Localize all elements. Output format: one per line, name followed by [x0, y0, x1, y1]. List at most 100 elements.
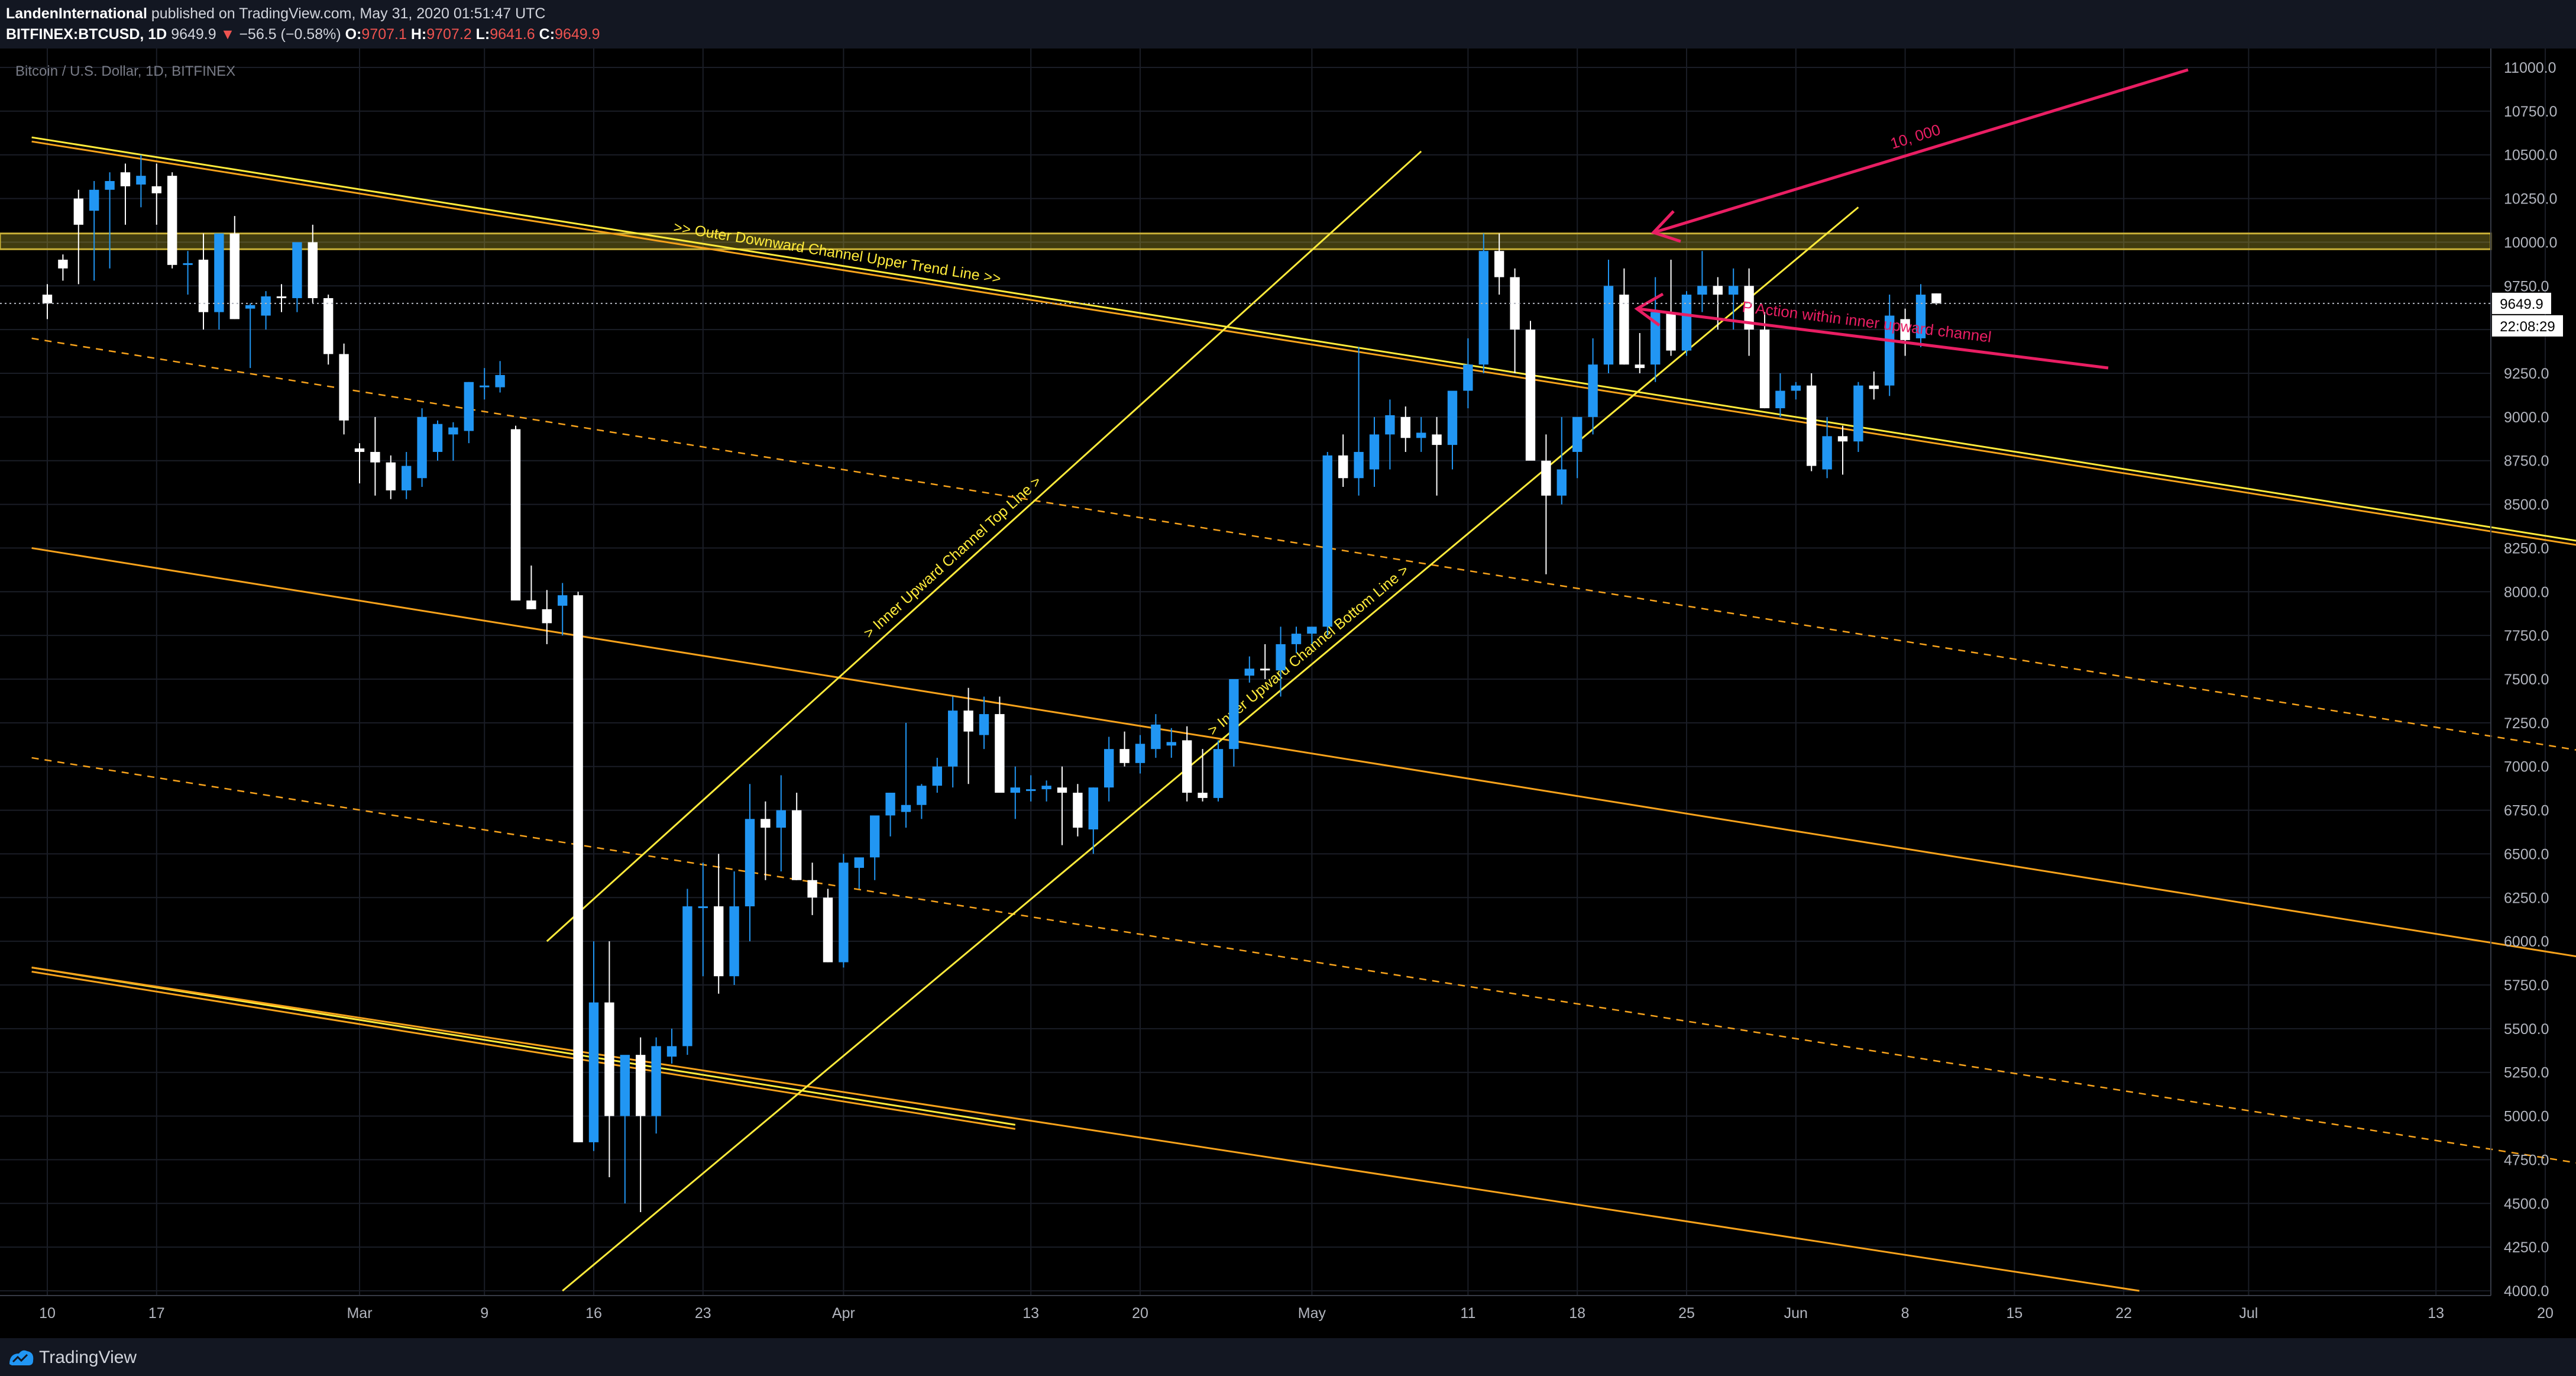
candle-body: [1822, 436, 1832, 470]
candle-body: [1322, 455, 1332, 627]
price-tick-label: 9000.0: [2504, 409, 2549, 426]
time-axis[interactable]: 10 17 Mar 9 16 23 Apr 13 20 May 11 18 25 Jun 8 15 22 Jul 1…: [0, 1295, 2576, 1322]
time-tick-label: Jun: [1784, 1305, 1808, 1322]
candle-body: [1276, 644, 1286, 671]
price-tick-label: 7000.0: [2504, 759, 2549, 776]
price-chart[interactable]: >> Outer Downward Channel Upper Trend Li…: [0, 49, 2576, 1338]
tradingview-brand[interactable]: TradingView: [39, 1348, 137, 1367]
candle-body: [1229, 679, 1239, 750]
price-tick-label: 7250.0: [2504, 715, 2549, 732]
candle-body: [682, 906, 692, 1046]
candle: [495, 361, 505, 393]
candle-body: [105, 181, 115, 190]
candle-body: [1010, 787, 1020, 793]
candle: [1837, 425, 1848, 475]
last-price-tag: [2492, 292, 2551, 314]
candle-body: [1026, 789, 1036, 792]
time-tick-label: 10: [39, 1305, 56, 1322]
candle-body: [839, 863, 849, 962]
candle: [245, 303, 255, 369]
candle-body: [1478, 251, 1488, 365]
candle: [901, 722, 911, 828]
candle-body: [1135, 744, 1145, 763]
candle-body: [89, 189, 99, 211]
candle-body: [1853, 385, 1863, 442]
candle: [292, 242, 302, 312]
candle: [1791, 382, 1801, 400]
candle-body: [636, 1055, 646, 1116]
candle-body: [198, 259, 209, 312]
candle-body: [417, 416, 427, 479]
candle-body: [1338, 455, 1348, 479]
candle: [1322, 451, 1332, 636]
candle: [198, 233, 209, 330]
candle: [354, 443, 365, 484]
candle: [1541, 434, 1551, 574]
candle: [1260, 644, 1270, 679]
candle-body: [480, 385, 490, 387]
candle: [214, 233, 224, 330]
candle-body: [604, 1002, 614, 1116]
candle-body: [1307, 626, 1317, 634]
candle-body: [183, 263, 193, 265]
time-tick-label: Mar: [347, 1305, 372, 1322]
time-tick-label: 17: [148, 1305, 165, 1322]
arrow-p-action-shaft: [1637, 307, 2109, 370]
candle: [167, 172, 177, 269]
candle-body: [1494, 251, 1504, 277]
candle-body: [1088, 787, 1098, 830]
candle: [323, 295, 334, 365]
time-tick-label: 23: [695, 1305, 711, 1322]
candle: [370, 416, 380, 496]
candle-body: [1119, 749, 1130, 763]
outer-bottom-line: [31, 966, 2140, 1292]
candle: [1807, 373, 1817, 471]
candle: [948, 696, 958, 788]
price-axis[interactable]: 11000.0 10750.0 10500.0 10250.0 10000.0 9750.…: [0, 49, 2563, 1300]
candle-body: [1369, 434, 1380, 470]
candle: [89, 181, 99, 281]
candle-body: [214, 233, 224, 312]
candle-body: [370, 451, 380, 463]
candle-body: [948, 710, 958, 767]
candle: [558, 583, 568, 636]
candle: [1135, 735, 1145, 774]
candle: [402, 451, 412, 499]
candle-body: [1572, 416, 1583, 452]
candle: [1400, 406, 1410, 452]
candle-body: [1073, 793, 1083, 828]
footer-bar: TradingView: [0, 1338, 2576, 1376]
candle: [1088, 787, 1098, 854]
candle-body: [698, 906, 708, 909]
candle: [1666, 259, 1676, 356]
low-label: L:: [475, 26, 490, 43]
time-tick-label: 22: [2115, 1305, 2132, 1322]
tradingview-logo-icon[interactable]: [7, 1346, 35, 1368]
candle-body: [1260, 668, 1270, 671]
candle-body: [885, 793, 895, 816]
candle: [776, 775, 786, 871]
countdown-tag: [2492, 315, 2563, 337]
candle: [885, 793, 895, 836]
price-tick-label: 9250.0: [2504, 366, 2549, 382]
time-tick-label: Apr: [832, 1305, 855, 1322]
candle: [698, 863, 708, 977]
candle-body: [308, 242, 318, 298]
candle: [510, 425, 521, 601]
candle: [1822, 416, 1832, 479]
candle: [542, 590, 552, 644]
author-name[interactable]: LandenInternational: [6, 5, 147, 22]
price-tick-label: 8750.0: [2504, 453, 2549, 470]
candle-body: [1432, 434, 1442, 445]
candle-body: [510, 429, 521, 601]
outer-lower-channel-line: [31, 966, 1016, 1126]
candle-body: [1900, 319, 1910, 340]
candle: [1619, 268, 1629, 365]
candle-body: [1541, 460, 1551, 496]
time-tick-label: 15: [2006, 1305, 2022, 1322]
candle: [917, 784, 927, 819]
candle-body: [917, 786, 927, 805]
candle: [979, 696, 989, 750]
candle-body: [854, 857, 864, 868]
outer-midline-upper: [31, 337, 2576, 751]
